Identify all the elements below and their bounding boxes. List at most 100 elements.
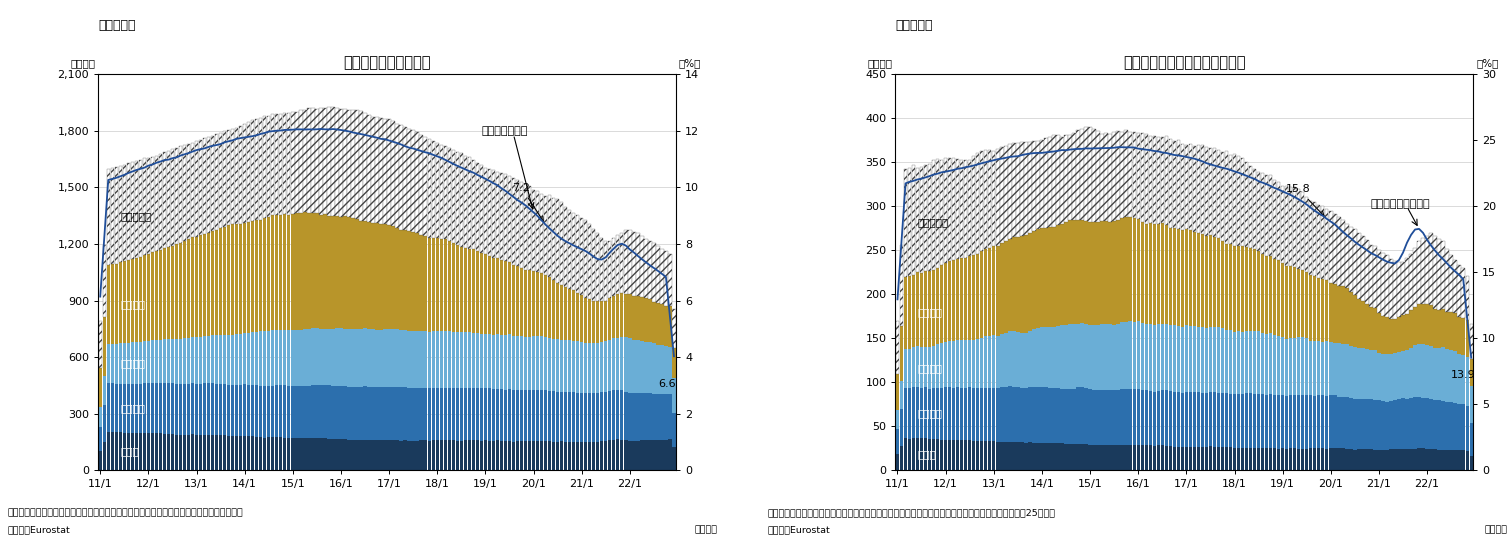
Bar	[1413, 345, 1417, 398]
Bar	[904, 277, 907, 349]
Bar	[1466, 276, 1469, 320]
Bar	[283, 113, 287, 214]
Bar	[556, 199, 559, 283]
Bar	[187, 239, 190, 338]
Bar	[1085, 444, 1088, 470]
Bar	[1318, 395, 1321, 448]
Bar	[1281, 186, 1284, 263]
Bar	[199, 337, 202, 383]
Bar	[239, 126, 242, 223]
Bar	[512, 336, 515, 390]
Bar	[1405, 314, 1408, 350]
Bar	[343, 216, 346, 329]
Bar	[512, 265, 515, 336]
Bar	[1373, 246, 1377, 308]
Bar	[456, 441, 459, 470]
Bar	[1361, 399, 1364, 449]
Bar	[1413, 248, 1417, 307]
Bar	[215, 435, 218, 470]
Bar	[1257, 331, 1260, 394]
Bar	[379, 223, 382, 329]
Bar	[1080, 221, 1083, 323]
Bar	[299, 329, 302, 386]
Bar	[1354, 295, 1357, 347]
Bar	[1454, 403, 1457, 450]
Bar	[648, 393, 651, 440]
Bar	[1040, 140, 1044, 228]
Bar	[299, 386, 302, 438]
Bar	[444, 440, 447, 470]
Bar	[1277, 182, 1280, 261]
Bar	[1470, 386, 1473, 423]
Bar	[1177, 447, 1180, 470]
Bar	[1250, 248, 1253, 331]
Bar	[335, 439, 338, 470]
Bar	[348, 439, 351, 470]
Bar	[981, 251, 984, 338]
Bar	[367, 329, 370, 387]
Bar	[928, 347, 931, 389]
Bar	[536, 390, 539, 441]
Bar	[98, 367, 101, 407]
Bar	[391, 440, 394, 470]
Bar	[154, 251, 159, 340]
Bar	[207, 383, 210, 435]
Bar	[471, 388, 474, 441]
Bar	[928, 389, 931, 439]
Bar	[984, 337, 988, 388]
Bar	[561, 392, 564, 442]
Bar	[496, 258, 499, 334]
Bar	[1040, 228, 1044, 327]
Bar	[459, 332, 462, 388]
Bar	[1333, 214, 1337, 284]
Bar	[267, 116, 270, 217]
Bar	[234, 128, 239, 224]
Bar	[134, 433, 138, 470]
Bar	[319, 385, 322, 438]
Bar	[408, 129, 411, 231]
Bar	[1129, 445, 1132, 470]
Bar	[940, 343, 943, 388]
Bar	[1216, 238, 1221, 327]
Bar	[183, 241, 186, 338]
Bar	[592, 393, 595, 442]
Bar	[280, 437, 283, 470]
Bar	[1306, 272, 1309, 338]
Bar	[600, 442, 603, 470]
Bar	[1144, 134, 1148, 224]
Bar	[1173, 325, 1176, 392]
Bar	[464, 156, 467, 248]
Bar	[923, 271, 928, 346]
Bar	[1168, 390, 1173, 446]
Bar	[1318, 342, 1321, 395]
Bar	[1313, 276, 1316, 342]
Bar	[1250, 393, 1253, 448]
Bar	[447, 388, 450, 441]
Bar	[1088, 388, 1092, 445]
Bar	[940, 388, 943, 439]
Bar	[215, 134, 218, 229]
Bar	[607, 440, 612, 470]
Bar	[387, 440, 391, 470]
Bar	[122, 343, 125, 384]
Bar	[98, 407, 101, 427]
Bar	[1204, 393, 1209, 447]
Bar	[1342, 448, 1345, 470]
Bar	[573, 442, 576, 470]
Bar	[636, 296, 639, 340]
Bar	[423, 388, 428, 441]
Bar	[103, 405, 106, 442]
Bar	[568, 210, 571, 289]
Bar	[1293, 448, 1296, 470]
Bar	[316, 385, 319, 438]
Bar	[956, 159, 959, 259]
Bar	[1204, 235, 1209, 328]
Bar	[396, 124, 399, 228]
Bar	[532, 441, 535, 470]
Bar	[1109, 134, 1112, 222]
Bar	[1204, 328, 1209, 393]
Bar	[959, 258, 964, 340]
Bar	[1446, 312, 1449, 349]
Bar	[416, 331, 419, 388]
Bar	[612, 296, 615, 338]
